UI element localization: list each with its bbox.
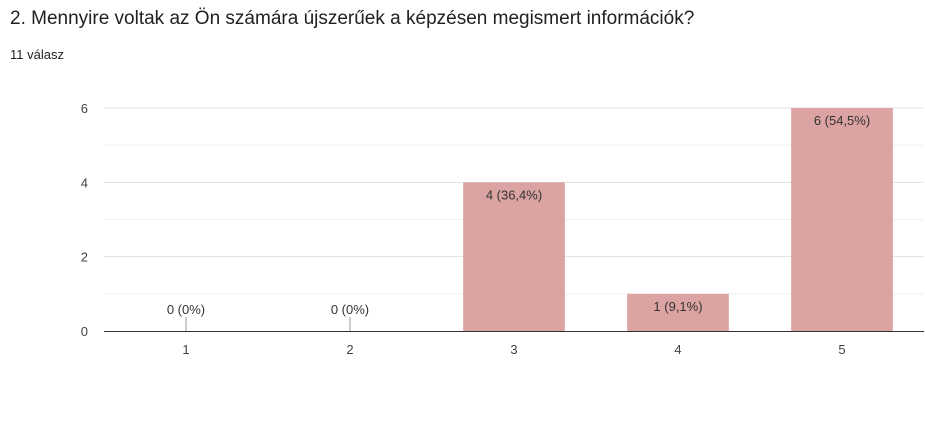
x-tick-label: 3 xyxy=(510,342,517,357)
x-tick-label: 4 xyxy=(674,342,681,357)
x-axis-ticks: 1 2 3 4 5 xyxy=(182,342,845,357)
bars xyxy=(185,108,893,331)
y-tick-label: 6 xyxy=(81,101,88,116)
question-title: 2. Mennyire voltak az Ön számára újszerű… xyxy=(10,8,695,29)
x-tick-label: 1 xyxy=(182,342,189,357)
y-tick-label: 2 xyxy=(81,250,88,265)
bar xyxy=(627,293,729,331)
x-tick-label: 2 xyxy=(346,342,353,357)
bar xyxy=(463,182,565,331)
y-tick-label: 4 xyxy=(81,175,88,190)
data-label: 0 (0%) xyxy=(331,302,369,317)
data-label: 0 (0%) xyxy=(167,302,205,317)
bar xyxy=(791,108,893,331)
x-tick-label: 5 xyxy=(838,342,845,357)
data-label: 6 (54,5%) xyxy=(814,113,870,128)
data-labels: 0 (0%) 0 (0%) 4 (36,4%) 1 (9,1%) 6 (54,5%) xyxy=(167,113,870,317)
y-axis-ticks: 0 2 4 6 xyxy=(81,101,88,339)
data-label: 1 (9,1%) xyxy=(653,299,702,314)
y-tick-label: 0 xyxy=(81,324,88,339)
data-label: 4 (36,4%) xyxy=(486,187,542,202)
response-count: 11 válasz xyxy=(10,47,64,62)
